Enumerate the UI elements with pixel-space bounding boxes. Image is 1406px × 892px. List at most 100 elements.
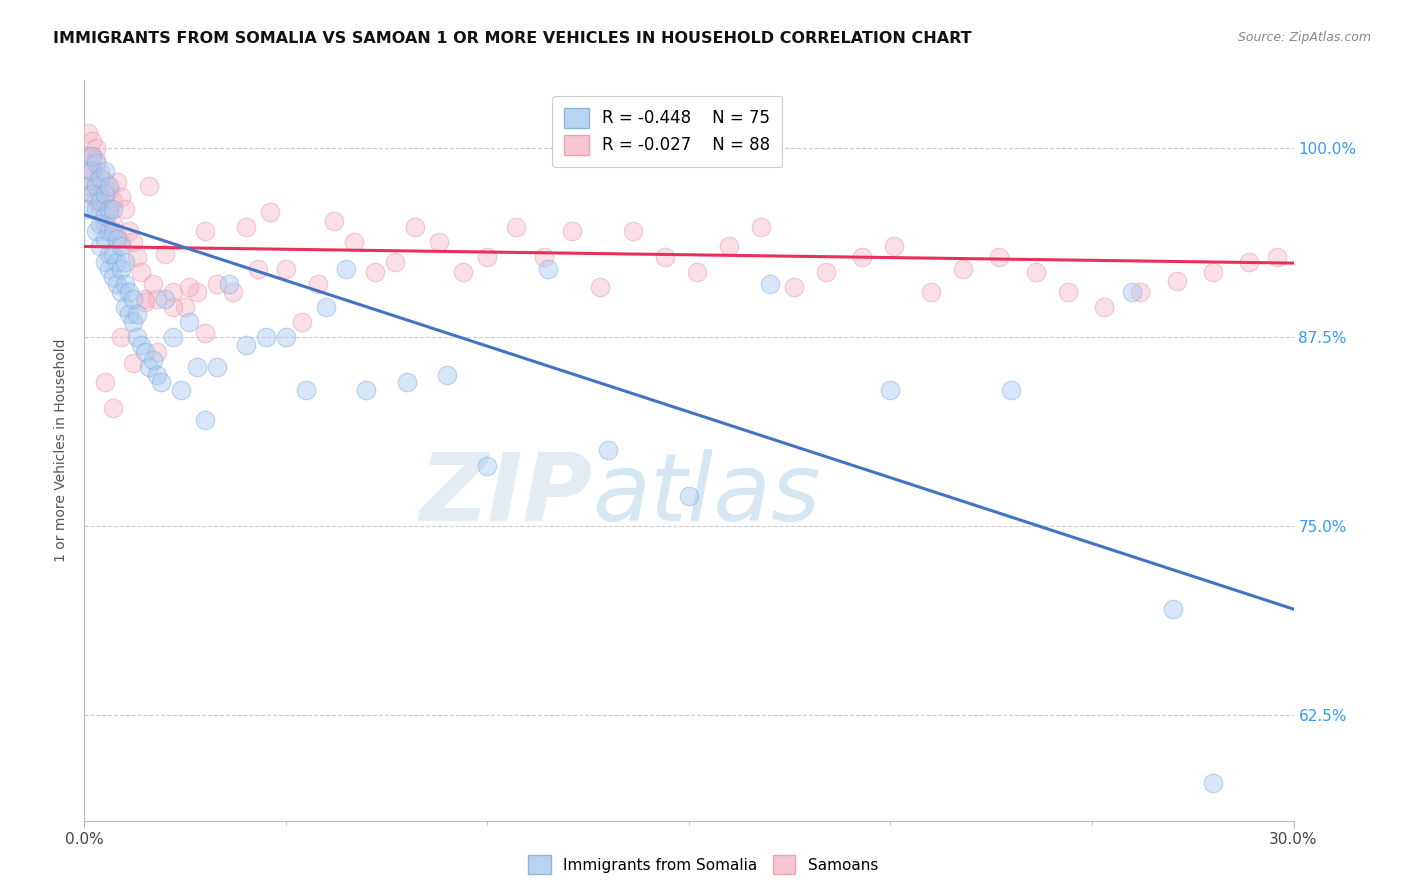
Point — [105, 277, 128, 292]
Point — [1202, 776, 1225, 790]
Point — [121, 293, 143, 307]
Point — [598, 443, 620, 458]
Point — [194, 413, 217, 427]
Point — [101, 224, 124, 238]
Point — [97, 224, 120, 238]
Point — [146, 345, 169, 359]
Point — [686, 265, 709, 279]
Point — [86, 141, 108, 155]
Point — [1056, 285, 1078, 299]
Y-axis label: 1 or more Vehicles in Household: 1 or more Vehicles in Household — [53, 339, 67, 562]
Point — [246, 262, 269, 277]
Point — [427, 235, 450, 249]
Point — [93, 174, 115, 188]
Point — [125, 330, 148, 344]
Point — [82, 149, 104, 163]
Point — [114, 300, 136, 314]
Point — [477, 458, 499, 473]
Point — [146, 293, 169, 307]
Point — [89, 165, 111, 179]
Point — [235, 337, 257, 351]
Point — [1129, 285, 1152, 299]
Point — [93, 164, 115, 178]
Point — [114, 277, 136, 292]
Point — [589, 280, 612, 294]
Point — [86, 202, 108, 216]
Point — [678, 489, 700, 503]
Point — [121, 356, 143, 370]
Point — [118, 308, 141, 322]
Point — [1121, 285, 1143, 299]
Point — [883, 239, 905, 253]
Point — [561, 224, 583, 238]
Point — [110, 285, 132, 299]
Point — [194, 326, 217, 340]
Point — [323, 214, 346, 228]
Point — [395, 376, 418, 390]
Point — [93, 254, 115, 268]
Point — [254, 330, 277, 344]
Point — [82, 186, 104, 201]
Text: Source: ZipAtlas.com: Source: ZipAtlas.com — [1237, 31, 1371, 45]
Point — [162, 300, 184, 314]
Point — [451, 265, 474, 279]
Point — [89, 171, 111, 186]
Point — [121, 315, 143, 329]
Point — [179, 280, 201, 294]
Point — [118, 285, 141, 299]
Point — [343, 235, 366, 249]
Text: ZIP: ZIP — [419, 449, 592, 541]
Point — [89, 194, 111, 209]
Point — [114, 254, 136, 268]
Point — [207, 360, 229, 375]
Point — [153, 247, 176, 261]
Point — [134, 293, 156, 307]
Point — [170, 383, 193, 397]
Point — [1000, 383, 1022, 397]
Point — [335, 262, 357, 277]
Point — [97, 202, 120, 216]
Point — [162, 330, 184, 344]
Point — [101, 269, 124, 284]
Point — [93, 376, 115, 390]
Point — [1166, 274, 1188, 288]
Point — [1202, 265, 1225, 279]
Point — [186, 360, 208, 375]
Point — [505, 219, 527, 234]
Point — [814, 265, 837, 279]
Point — [101, 247, 124, 261]
Text: atlas: atlas — [592, 450, 821, 541]
Point — [93, 194, 115, 209]
Point — [537, 262, 560, 277]
Point — [93, 209, 115, 223]
Point — [129, 265, 152, 279]
Point — [274, 262, 297, 277]
Point — [82, 164, 104, 178]
Point — [179, 315, 201, 329]
Point — [307, 277, 329, 292]
Point — [86, 179, 108, 194]
Point — [125, 308, 148, 322]
Point — [142, 277, 165, 292]
Point — [105, 174, 128, 188]
Point — [138, 360, 160, 375]
Point — [174, 300, 197, 314]
Point — [235, 219, 257, 234]
Point — [118, 224, 141, 238]
Point — [1161, 602, 1184, 616]
Point — [125, 250, 148, 264]
Point — [86, 194, 108, 209]
Point — [149, 376, 172, 390]
Point — [138, 179, 160, 194]
Point — [77, 171, 100, 186]
Point — [110, 262, 132, 277]
Point — [101, 194, 124, 209]
Point — [218, 277, 240, 292]
Point — [82, 134, 104, 148]
Point — [291, 315, 314, 329]
Point — [384, 254, 406, 268]
Point — [110, 235, 132, 249]
Point — [110, 189, 132, 203]
Point — [259, 204, 281, 219]
Point — [142, 352, 165, 367]
